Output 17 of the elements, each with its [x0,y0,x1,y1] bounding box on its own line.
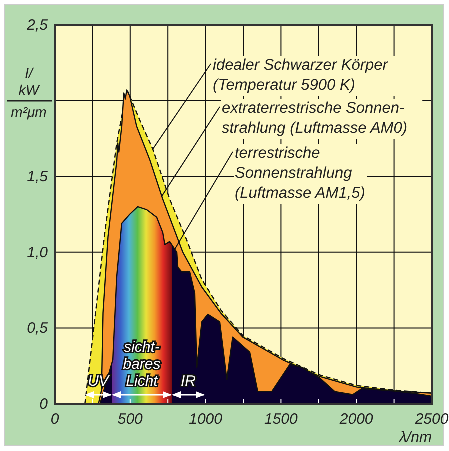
y-tick-label: 0 [40,396,49,413]
x-tick-label: 2000 [338,411,374,428]
x-tick-label: 2500 [414,411,449,428]
annotation: extraterrestrische Sonnen- strahlung (Luftmasse AM0) [222,100,408,137]
x-axis-title: λ/nm [398,429,432,446]
y-tick-label: 1,5 [27,168,49,186]
x-tick-label: 1000 [189,411,224,428]
annotation: IR [181,373,196,390]
y-tick-label: 0,5 [27,320,49,338]
annotation: terrestrische Sonnenstrahlung (Luftmasse AM1,5) [235,145,366,202]
y-tick-label: 2,5 [26,17,49,34]
y-axis-title: I/ kW m²μm [11,65,48,120]
x-tick-label: 0 [50,411,60,428]
annotation: idealer Schwarzer Körper (Temperatur 5900 K) [213,57,389,94]
y-tick-label: 1,0 [27,244,49,262]
x-tick-label: 500 [118,411,144,428]
x-tick-label: 1500 [264,411,299,428]
